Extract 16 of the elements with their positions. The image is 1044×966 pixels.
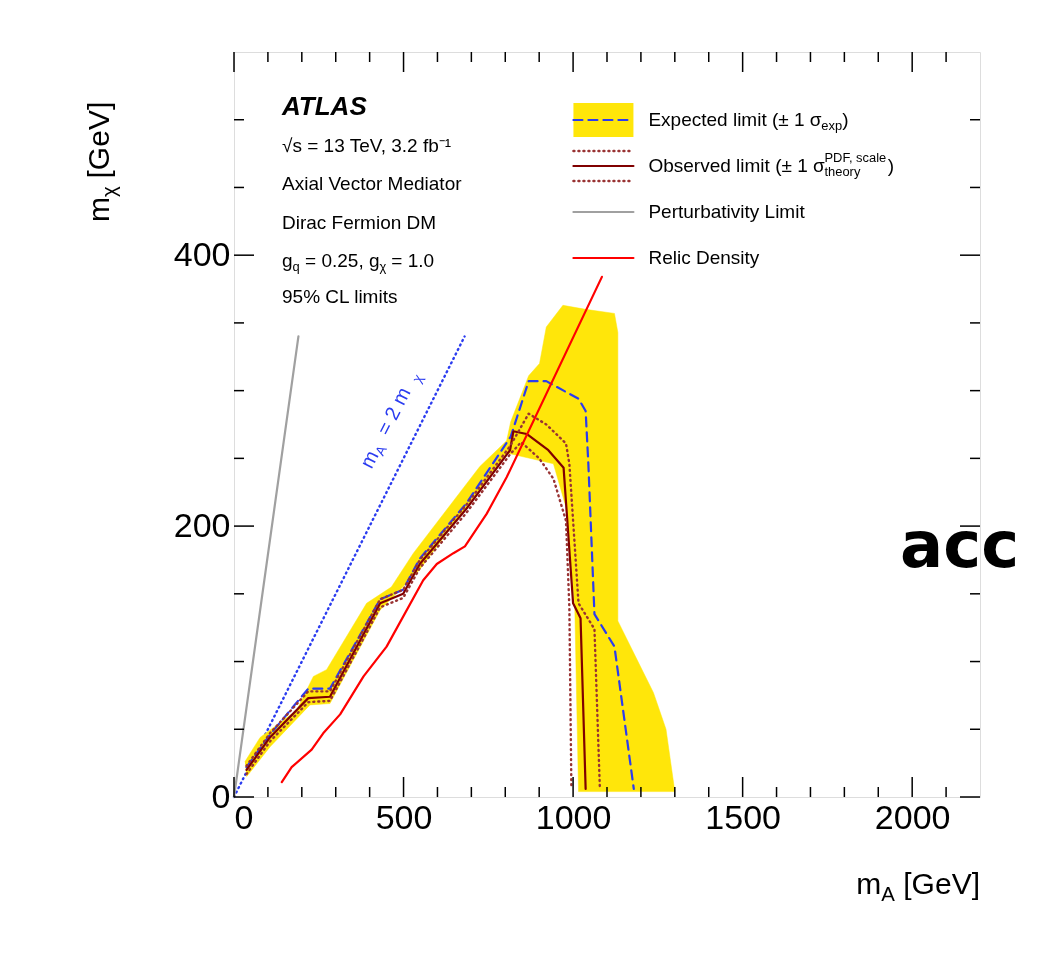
- y-tick-label: 200: [173, 505, 231, 544]
- x-tick-label: 1000: [535, 797, 612, 836]
- annotation: Dirac Fermion DM: [282, 211, 437, 233]
- annotation: ATLAS: [281, 91, 368, 121]
- annotation: mA = 2 mχ: [355, 372, 427, 472]
- y-tick-label: 400: [173, 234, 231, 273]
- x-tick-label: 2000: [874, 797, 951, 836]
- y-axis-title: mχ [GeV]: [82, 101, 120, 222]
- x-tick-label: 1500: [705, 797, 781, 836]
- annotation: √s = 13 TeV, 3.2 fb⁻¹: [282, 134, 452, 156]
- annotation: 95% CL limits: [282, 286, 398, 307]
- annotation: Axial Vector Mediator: [282, 173, 463, 194]
- x-tick-label: 500: [375, 797, 433, 836]
- annotation: acc: [900, 508, 1020, 582]
- legend-label: Perturbativity Limit: [648, 201, 806, 222]
- legend-label: Relic Density: [648, 247, 760, 268]
